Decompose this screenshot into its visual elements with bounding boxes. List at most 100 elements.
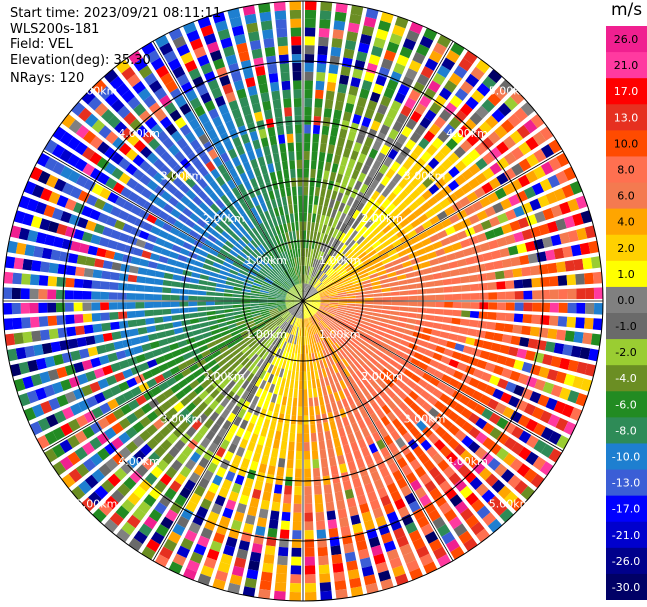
- velocity-gate: [192, 329, 203, 336]
- velocity-gate: [288, 315, 295, 324]
- velocity-gate: [448, 166, 460, 178]
- velocity-gate: [358, 251, 367, 260]
- colorbar-tick-label: 2.0: [617, 242, 635, 255]
- colorbar-swatch: [606, 391, 647, 418]
- velocity-gate: [346, 560, 358, 571]
- velocity-gate: [416, 170, 427, 182]
- velocity-gate: [256, 517, 267, 528]
- velocity-gate: [39, 261, 50, 273]
- velocity-gate: [284, 281, 292, 289]
- velocity-gate: [118, 381, 130, 392]
- velocity-gate: [225, 54, 238, 66]
- velocity-gate: [389, 315, 399, 321]
- velocity-gate: [300, 301, 303, 310]
- velocity-gate: [456, 362, 468, 372]
- velocity-gate: [359, 239, 369, 248]
- velocity-gate: [391, 258, 402, 266]
- velocity-gate: [350, 76, 361, 88]
- velocity-gate: [450, 546, 465, 560]
- colorbar-tick-label: 8.0: [617, 164, 635, 177]
- velocity-gate: [434, 400, 446, 412]
- velocity-gate: [303, 186, 309, 196]
- velocity-gate: [259, 289, 269, 294]
- velocity-gate: [200, 62, 213, 75]
- velocity-gate: [246, 337, 255, 346]
- velocity-gate: [386, 180, 397, 191]
- velocity-gate: [499, 247, 510, 258]
- velocity-gate: [253, 185, 262, 196]
- velocity-gate: [353, 245, 362, 254]
- velocity-gate: [361, 205, 370, 215]
- velocity-gate: [335, 220, 343, 230]
- velocity-gate: [522, 278, 533, 288]
- velocity-gate: [334, 315, 344, 321]
- velocity-gate: [380, 532, 394, 544]
- velocity-gate: [333, 482, 343, 493]
- velocity-gate: [328, 305, 338, 309]
- velocity-gate: [263, 362, 271, 372]
- velocity-gate: [364, 290, 374, 295]
- velocity-gate: [579, 242, 591, 255]
- velocity-gate: [56, 195, 69, 208]
- velocity-gate: [454, 250, 465, 259]
- velocity-gate: [67, 434, 80, 449]
- velocity-gate: [228, 357, 238, 366]
- velocity-gate: [410, 357, 421, 367]
- velocity-gate: [347, 130, 357, 142]
- velocity-gate: [203, 395, 214, 406]
- velocity-gate: [238, 51, 250, 62]
- velocity-gate: [401, 76, 414, 88]
- velocity-gate: [158, 229, 169, 240]
- velocity-gate: [481, 408, 494, 420]
- velocity-gate: [426, 342, 437, 351]
- velocity-gate: [371, 190, 381, 201]
- velocity-gate: [287, 334, 292, 343]
- velocity-gate: [61, 473, 76, 489]
- velocity-gate: [380, 283, 391, 289]
- velocity-gate: [295, 308, 300, 318]
- velocity-gate: [205, 161, 216, 172]
- velocity-gate: [372, 289, 382, 294]
- velocity-gate: [205, 301, 215, 306]
- velocity-gate: [91, 469, 106, 483]
- velocity-gate: [364, 136, 374, 148]
- velocity-gate: [338, 164, 346, 175]
- velocity-gate: [362, 283, 372, 288]
- velocity-gate: [299, 371, 303, 381]
- velocity-gate: [533, 238, 545, 250]
- velocity-gate: [225, 201, 235, 212]
- velocity-gate: [301, 336, 303, 346]
- velocity-gate: [582, 257, 593, 270]
- velocity-gate: [457, 464, 471, 477]
- velocity-gate: [276, 394, 283, 405]
- velocity-gate: [209, 540, 223, 553]
- velocity-gate: [185, 235, 196, 245]
- velocity-gate: [405, 138, 416, 151]
- velocity-gate: [314, 313, 322, 321]
- velocity-gate: [185, 89, 198, 102]
- velocity-gate: [104, 442, 117, 456]
- velocity-gate: [306, 335, 310, 345]
- velocity-gate: [335, 230, 343, 240]
- velocity-gate: [337, 351, 345, 360]
- velocity-gate: [303, 168, 309, 178]
- velocity-gate: [262, 315, 272, 321]
- velocity-gate: [216, 382, 226, 393]
- velocity-gate: [305, 336, 308, 346]
- velocity-gate: [309, 306, 317, 313]
- velocity-gate: [146, 179, 159, 192]
- velocity-gate: [341, 194, 349, 204]
- velocity-gate: [144, 285, 154, 293]
- velocity-gate: [174, 116, 187, 129]
- velocity-gate: [86, 395, 98, 408]
- velocity-gate: [426, 295, 436, 301]
- velocity-gate: [276, 376, 282, 387]
- velocity-gate: [105, 177, 118, 190]
- velocity-gate: [304, 318, 306, 328]
- velocity-gate: [189, 97, 202, 110]
- velocity-gate: [460, 80, 474, 95]
- velocity-gate: [387, 271, 397, 278]
- velocity-gate: [294, 266, 298, 276]
- velocity-gate: [102, 365, 114, 376]
- velocity-gate: [305, 256, 308, 266]
